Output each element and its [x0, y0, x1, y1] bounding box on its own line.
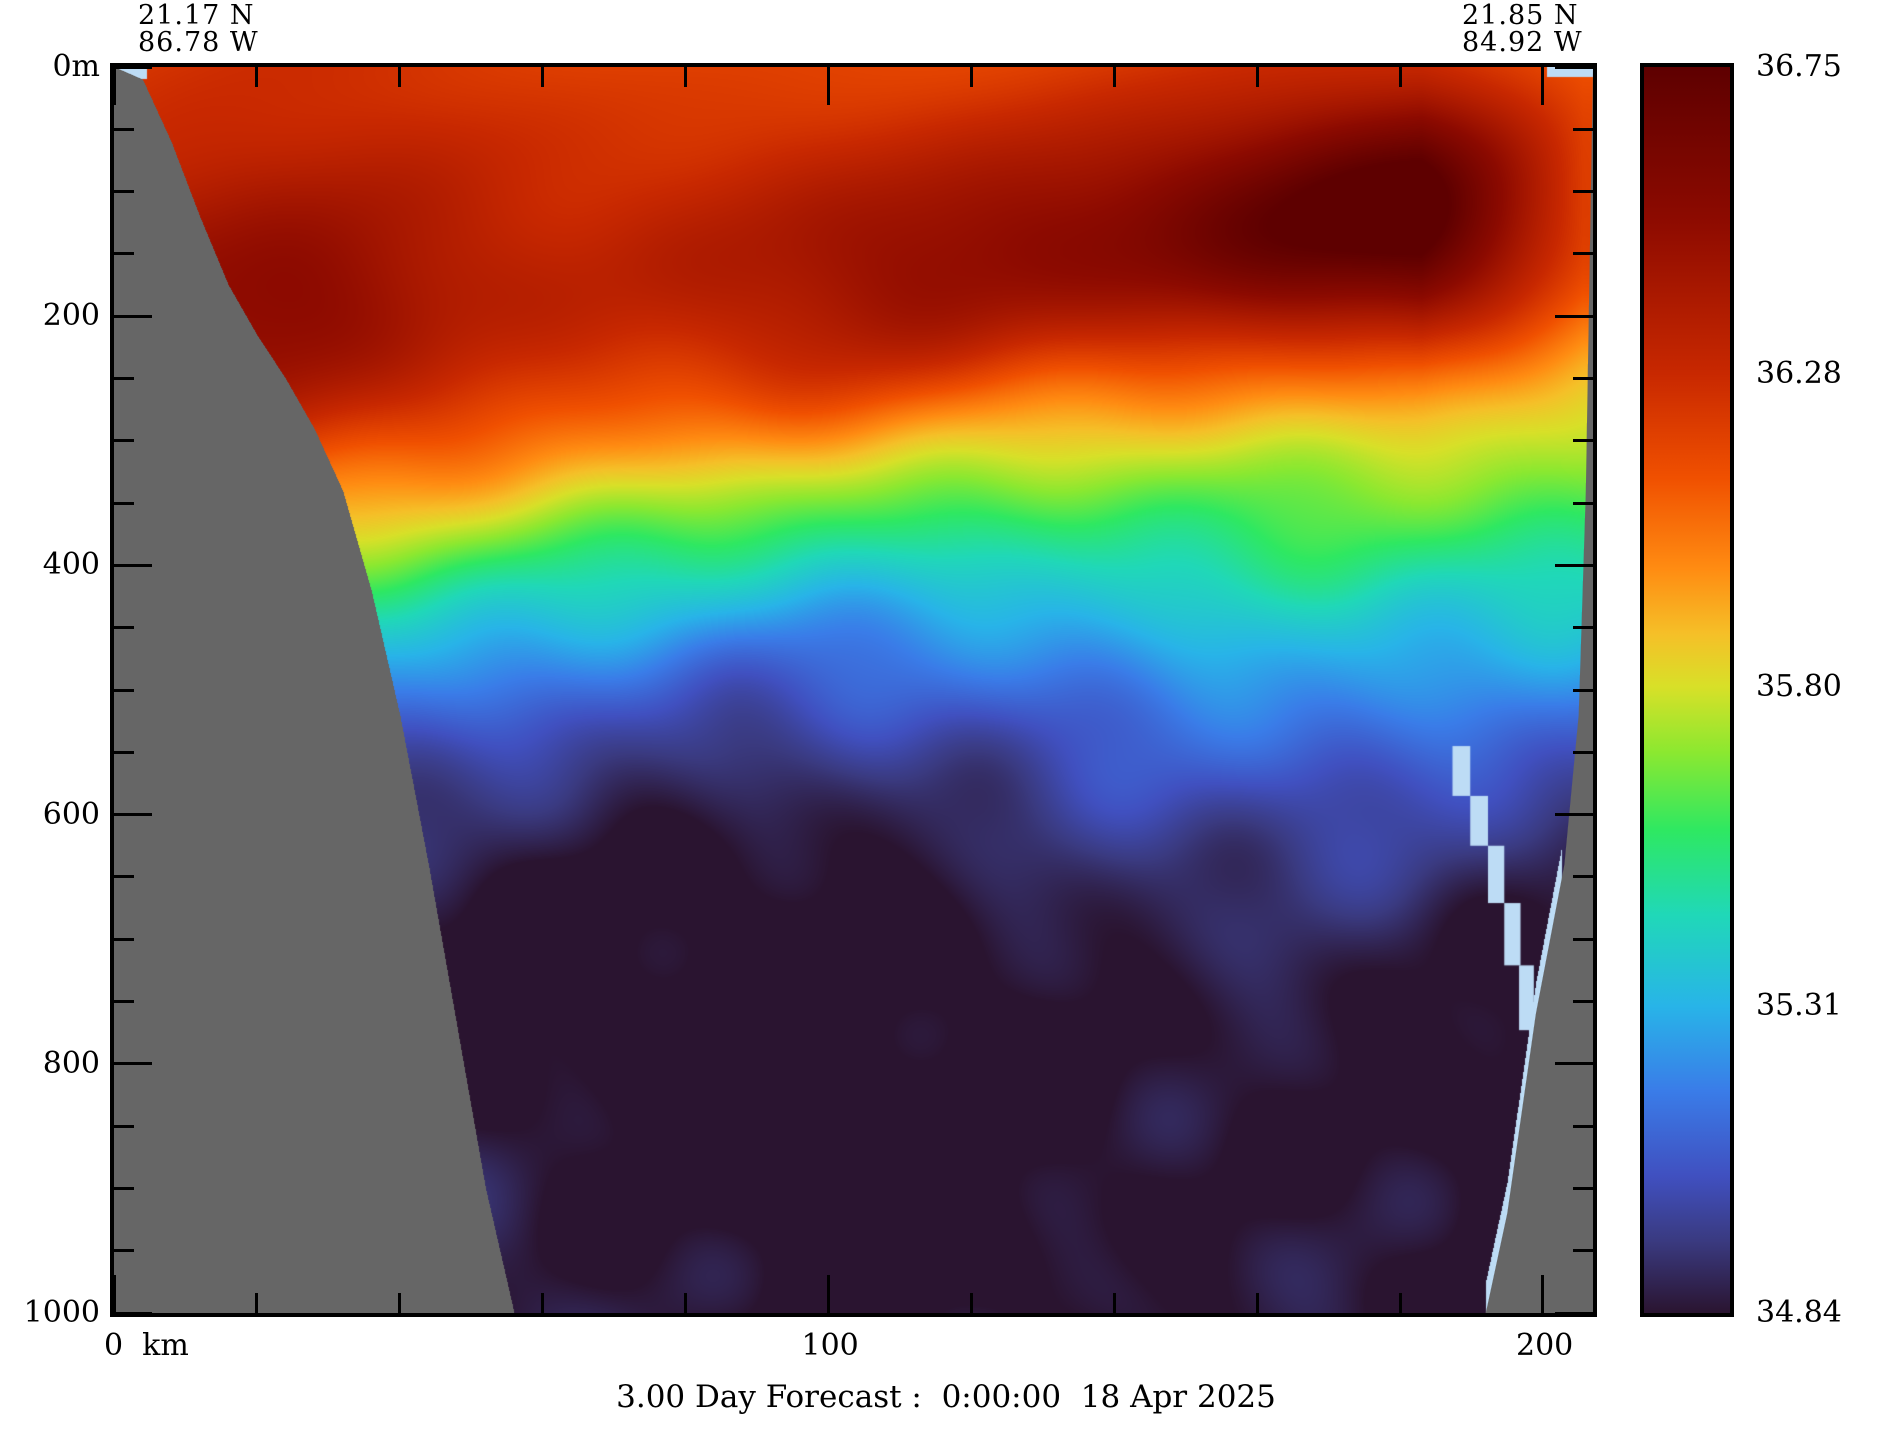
- y-tick-right-650: [1573, 875, 1593, 879]
- y-tick-1000: [114, 1311, 152, 1313]
- y-tick-right-200: [1555, 314, 1593, 318]
- x-tick-bottom-0: [114, 1275, 116, 1313]
- x-tick-top-180: [1398, 67, 1402, 87]
- colorbar-label-3: 35.31: [1756, 988, 1842, 1024]
- x-tick-label-100: 100: [801, 1328, 859, 1363]
- y-tick-right-400: [1555, 563, 1593, 567]
- colorbar: [1640, 63, 1734, 1317]
- forecast-caption: 3.00 Day Forecast : 0:00:00 18 Apr 2025: [616, 1379, 1276, 1415]
- colorbar-label-1: 36.28: [1756, 355, 1842, 391]
- y-tick-500: [114, 688, 134, 692]
- y-tick-350: [114, 501, 134, 505]
- y-tick-label-600: 600: [42, 796, 100, 832]
- y-tick-right-850: [1573, 1124, 1593, 1128]
- y-tick-600: [114, 813, 152, 817]
- y-tick-right-800: [1555, 1062, 1593, 1066]
- x-tick-label-0: 0 km: [104, 1328, 189, 1363]
- y-tick-right-150: [1573, 252, 1593, 256]
- y-tick-200: [114, 314, 152, 318]
- y-tick-400: [114, 563, 152, 567]
- y-tick-right-100: [1573, 190, 1593, 194]
- y-tick-right-50: [1573, 127, 1593, 131]
- y-tick-right-500: [1573, 688, 1593, 692]
- x-tick-bottom-40: [398, 1293, 402, 1313]
- y-tick-right-300: [1573, 439, 1593, 443]
- y-tick-right-900: [1573, 1186, 1593, 1190]
- y-tick-label-0: 0m: [52, 49, 100, 84]
- y-tick-right-550: [1573, 750, 1593, 754]
- left-endpoint-coordinates: 21.17 N 86.78 W: [138, 0, 259, 58]
- y-tick-label-200: 200: [42, 298, 100, 334]
- x-tick-bottom-160: [1255, 1293, 1259, 1313]
- colorbar-label-4: 34.84: [1756, 1295, 1842, 1330]
- x-tick-bottom-140: [1112, 1293, 1116, 1313]
- x-tick-top-120: [969, 67, 973, 87]
- y-tick-550: [114, 750, 134, 754]
- y-tick-right-350: [1573, 501, 1593, 505]
- colorbar-gradient: [1644, 67, 1730, 1313]
- y-tick-900: [114, 1186, 134, 1190]
- y-tick-right-950: [1573, 1249, 1593, 1253]
- x-tick-top-0: [114, 67, 116, 105]
- x-tick-bottom-100: [826, 1275, 830, 1313]
- y-tick-right-700: [1573, 937, 1593, 941]
- x-tick-top-160: [1255, 67, 1259, 87]
- x-tick-bottom-180: [1398, 1293, 1402, 1313]
- y-tick-right-450: [1573, 626, 1593, 630]
- x-tick-top-20: [255, 67, 259, 87]
- x-tick-top-80: [684, 67, 688, 87]
- x-tick-top-200: [1541, 67, 1545, 105]
- x-tick-label-200: 200: [1515, 1328, 1574, 1363]
- y-tick-label-400: 400: [42, 547, 100, 583]
- x-tick-top-60: [541, 67, 545, 87]
- y-tick-450: [114, 626, 134, 630]
- x-tick-top-140: [1112, 67, 1116, 87]
- x-tick-top-40: [398, 67, 402, 87]
- colorbar-label-0: 36.75: [1756, 49, 1842, 84]
- section-plot-area: [110, 63, 1597, 1317]
- y-tick-label-1000: 1000: [23, 1295, 100, 1330]
- x-tick-bottom-120: [969, 1293, 973, 1313]
- y-tick-0: [114, 67, 152, 69]
- y-tick-right-1000: [1555, 1311, 1593, 1313]
- y-tick-850: [114, 1124, 134, 1128]
- x-tick-bottom-20: [255, 1293, 259, 1313]
- y-tick-right-0: [1555, 67, 1593, 69]
- y-tick-right-750: [1573, 1000, 1593, 1003]
- y-tick-150: [114, 252, 134, 256]
- y-tick-right-250: [1573, 377, 1593, 380]
- y-tick-700: [114, 937, 134, 941]
- x-tick-top-100: [826, 67, 830, 105]
- right-endpoint-coordinates: 21.85 N 84.92 W: [1462, 0, 1583, 58]
- y-tick-750: [114, 1000, 134, 1003]
- y-tick-100: [114, 190, 134, 194]
- y-tick-950: [114, 1249, 134, 1253]
- y-tick-300: [114, 439, 134, 443]
- x-tick-bottom-200: [1541, 1275, 1545, 1313]
- y-tick-50: [114, 127, 134, 131]
- x-tick-bottom-60: [541, 1293, 545, 1313]
- y-tick-right-600: [1555, 813, 1593, 817]
- y-tick-250: [114, 377, 134, 380]
- x-tick-bottom-80: [684, 1293, 688, 1313]
- y-tick-650: [114, 875, 134, 879]
- colorbar-label-2: 35.80: [1756, 668, 1842, 704]
- y-tick-800: [114, 1062, 152, 1066]
- y-tick-label-800: 800: [42, 1045, 100, 1081]
